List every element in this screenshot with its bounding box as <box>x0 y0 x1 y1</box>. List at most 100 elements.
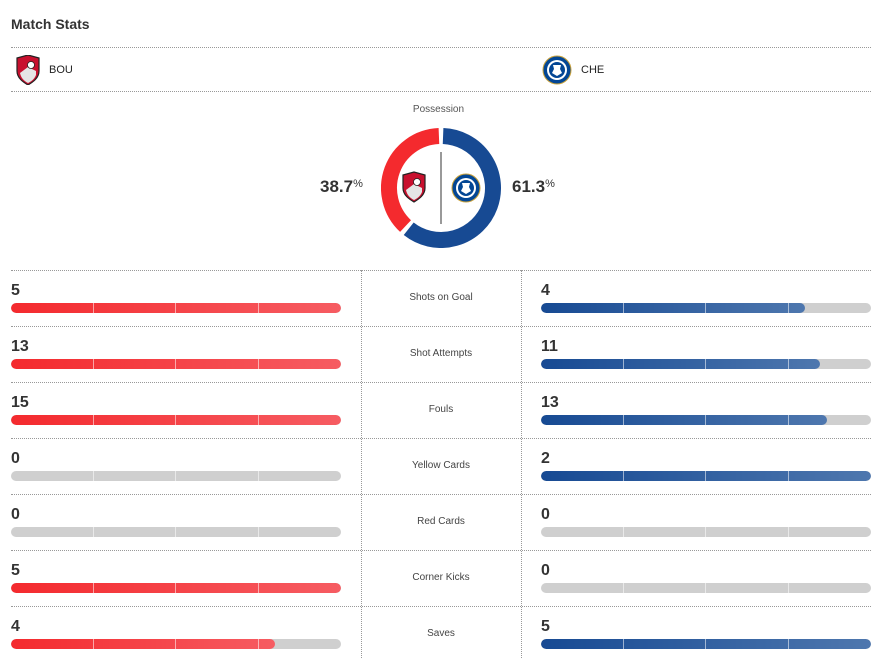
possession-label: Possession <box>412 104 465 115</box>
bar-segment-divider <box>175 527 176 537</box>
stat-row: 0 Red Cards 0 <box>0 494 877 550</box>
bar-segment-divider <box>93 583 94 593</box>
away-stat-bar <box>541 583 871 593</box>
away-stat-bar <box>541 415 871 425</box>
bar-segment-divider <box>623 359 624 369</box>
away-stat-bar-fill <box>541 303 805 313</box>
bar-segment-divider <box>175 415 176 425</box>
column-divider <box>361 270 362 658</box>
home-stat-value: 13 <box>11 338 29 355</box>
bar-segment-divider <box>705 471 706 481</box>
possession-donut <box>381 128 501 248</box>
bournemouth-crest-icon <box>16 55 40 85</box>
home-stat-bar <box>11 583 341 593</box>
away-stat-bar <box>541 303 871 313</box>
bar-segment-divider <box>705 415 706 425</box>
stat-row: 5 Corner Kicks 0 <box>0 550 877 606</box>
stat-row: 4 Saves 5 <box>0 606 877 662</box>
bar-segment-divider <box>705 583 706 593</box>
bar-segment-divider <box>788 415 789 425</box>
row-divider <box>11 606 871 607</box>
home-stat-value: 5 <box>11 282 20 299</box>
home-possession-arc <box>381 128 440 232</box>
away-stat-value: 2 <box>541 450 550 467</box>
home-team-abbr: BOU <box>49 64 73 76</box>
bar-segment-divider <box>175 471 176 481</box>
home-stat-bar <box>11 359 341 369</box>
percent-unit: % <box>545 178 555 190</box>
row-divider <box>11 438 871 439</box>
bar-segment-divider <box>175 303 176 313</box>
away-stat-bar <box>541 639 871 649</box>
row-divider <box>11 326 871 327</box>
bar-segment-divider <box>258 359 259 369</box>
stat-row: 15 Fouls 13 <box>0 382 877 438</box>
bar-segment-divider <box>93 359 94 369</box>
bar-segment-divider <box>788 527 789 537</box>
away-team-abbr: CHE <box>581 64 605 76</box>
away-possession-arc <box>403 128 501 248</box>
away-stat-bar-fill <box>541 415 827 425</box>
home-stat-value: 15 <box>11 394 29 411</box>
bar-segment-divider <box>93 415 94 425</box>
away-stat-bar-fill <box>541 639 871 649</box>
bar-segment-divider <box>258 583 259 593</box>
bar-segment-divider <box>623 583 624 593</box>
bar-segment-divider <box>623 415 624 425</box>
home-stat-value: 4 <box>11 618 20 635</box>
bar-segment-divider <box>175 639 176 649</box>
away-stat-value: 0 <box>541 562 550 579</box>
bar-segment-divider <box>705 527 706 537</box>
stat-label: Shot Attempts <box>409 348 473 359</box>
home-stat-value: 5 <box>11 562 20 579</box>
bournemouth-crest-icon <box>402 171 426 203</box>
home-stat-bar <box>11 415 341 425</box>
bar-segment-divider <box>705 639 706 649</box>
bar-segment-divider <box>788 639 789 649</box>
home-possession-number: 38.7 <box>320 177 354 196</box>
bar-segment-divider <box>258 415 259 425</box>
home-possession-value: 38.7% <box>320 177 363 197</box>
row-divider <box>11 270 871 271</box>
home-stat-bar <box>11 639 341 649</box>
bar-segment-divider <box>705 359 706 369</box>
away-stat-value: 0 <box>541 506 550 523</box>
bar-segment-divider <box>623 527 624 537</box>
home-stat-bar-fill <box>11 639 275 649</box>
bar-segment-divider <box>93 471 94 481</box>
away-stat-bar-fill <box>541 471 871 481</box>
home-stat-bar <box>11 527 341 537</box>
home-stat-bar <box>11 303 341 313</box>
away-stat-value: 4 <box>541 282 550 299</box>
column-divider <box>521 270 522 658</box>
away-possession-number: 61.3 <box>512 177 546 196</box>
stat-label: Fouls <box>428 404 454 415</box>
chelsea-crest-icon <box>451 173 481 203</box>
away-stat-value: 5 <box>541 618 550 635</box>
divider <box>11 91 871 92</box>
away-stat-bar <box>541 471 871 481</box>
home-stat-value: 0 <box>11 506 20 523</box>
bar-segment-divider <box>623 303 624 313</box>
home-team: BOU <box>16 55 73 85</box>
away-stat-bar-fill <box>541 359 821 369</box>
away-possession-value: 61.3% <box>512 177 555 197</box>
away-stat-value: 11 <box>541 338 558 355</box>
bar-segment-divider <box>258 639 259 649</box>
bar-segment-divider <box>93 303 94 313</box>
stat-label: Yellow Cards <box>412 460 470 471</box>
away-stat-value: 13 <box>541 394 559 411</box>
bar-segment-divider <box>623 639 624 649</box>
away-stat-bar <box>541 359 871 369</box>
bar-segment-divider <box>258 471 259 481</box>
bar-segment-divider <box>788 359 789 369</box>
bar-segment-divider <box>258 303 259 313</box>
home-stat-bar-fill <box>11 303 341 313</box>
bar-segment-divider <box>788 583 789 593</box>
home-stat-value: 0 <box>11 450 20 467</box>
bar-segment-divider <box>175 583 176 593</box>
bar-segment-divider <box>93 639 94 649</box>
away-stat-bar <box>541 527 871 537</box>
row-divider <box>11 382 871 383</box>
row-divider <box>11 550 871 551</box>
